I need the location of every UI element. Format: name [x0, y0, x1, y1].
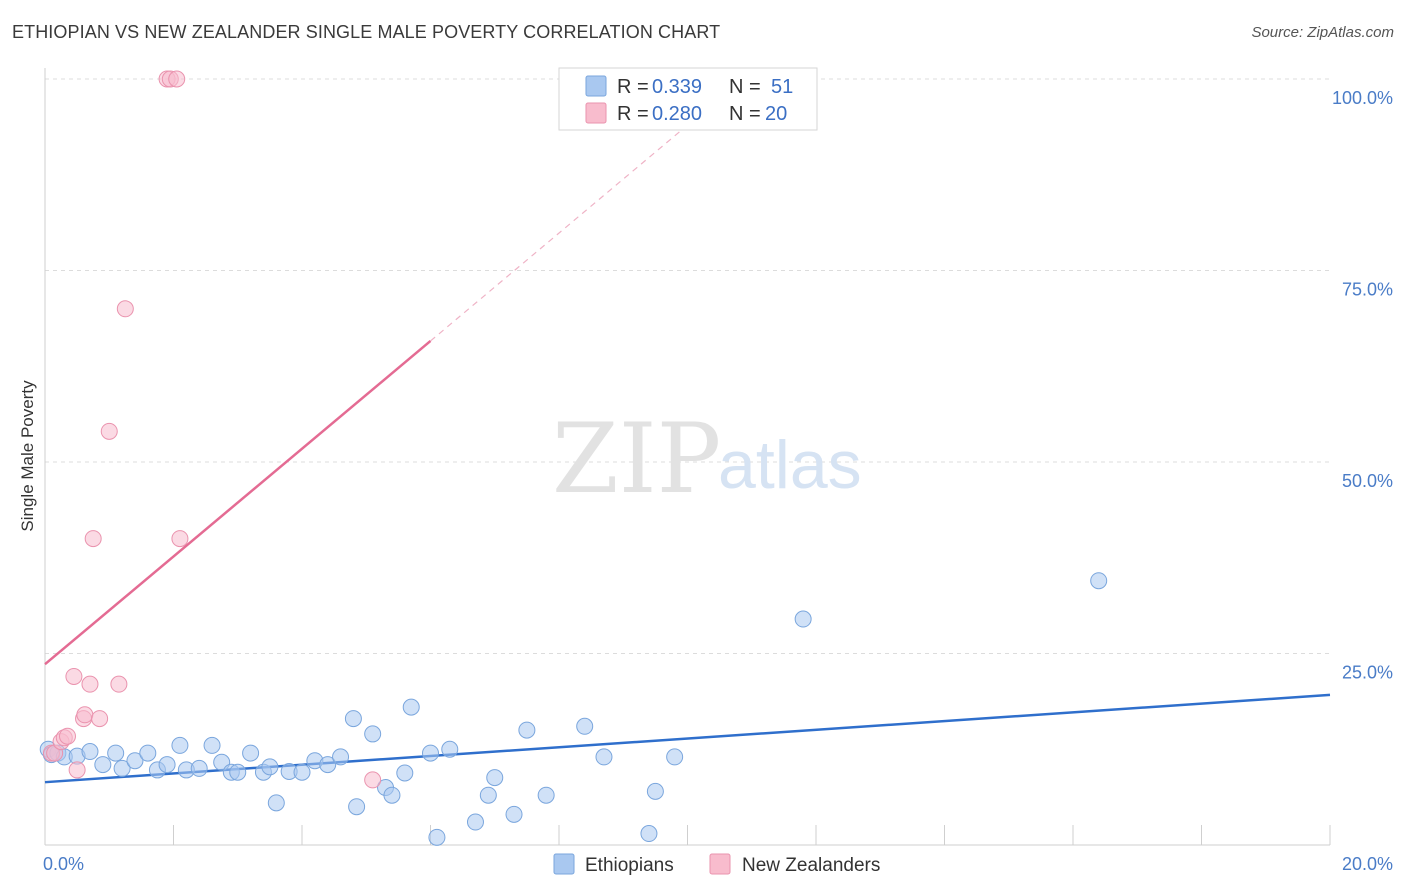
watermark-zip: ZIP: [552, 403, 721, 515]
point-ethiopians: [466, 813, 484, 831]
point-new-zealanders: [76, 706, 94, 724]
point-ethiopians: [332, 748, 350, 766]
legend-label-ethiopians: Ethiopians: [585, 855, 674, 876]
legend-swatch-new-zealanders: [585, 102, 607, 124]
point-new-zealanders: [171, 530, 189, 548]
point-ethiopians: [518, 721, 536, 739]
point-ethiopians: [293, 763, 311, 781]
legend-swatch-new-zealanders-bottom: [709, 853, 731, 875]
point-ethiopians: [646, 782, 664, 800]
legend-n-value-2: 20: [765, 103, 787, 125]
stats-legend: R = 0.339 N = 51 R = 0.280 N = 20: [558, 67, 818, 131]
point-ethiopians: [402, 698, 420, 716]
point-ethiopians: [190, 759, 208, 777]
point-ethiopians: [505, 805, 523, 823]
watermark-atlas: atlas: [718, 427, 862, 503]
point-ethiopians: [441, 740, 459, 758]
point-ethiopians: [364, 725, 382, 743]
point-ethiopians: [81, 743, 99, 761]
point-new-zealanders: [364, 771, 382, 789]
point-ethiopians: [396, 764, 414, 782]
point-new-zealanders: [84, 530, 102, 548]
watermark: ZIP atlas: [552, 403, 862, 515]
legend-n-value-1: 51: [771, 76, 793, 98]
legend-r-value-1: 0.339: [652, 76, 702, 98]
point-ethiopians: [666, 748, 684, 766]
y-tick-label: 100.0%: [1332, 88, 1393, 108]
point-ethiopians: [319, 756, 337, 774]
point-new-zealanders: [168, 70, 186, 88]
point-ethiopians: [640, 825, 658, 843]
point-ethiopians: [576, 717, 594, 735]
legend-n-label-1: N =: [729, 76, 761, 98]
legend-r-label-2: R =: [617, 103, 649, 125]
point-ethiopians: [348, 798, 366, 816]
point-ethiopians: [203, 736, 221, 754]
legend-label-new-zealanders: New Zealanders: [742, 855, 880, 876]
point-ethiopians: [94, 756, 112, 774]
grid-lines: [45, 78, 1330, 654]
point-ethiopians: [479, 786, 497, 804]
point-ethiopians: [107, 744, 125, 762]
x-tick-labels: 0.0% 20.0%: [43, 854, 1393, 874]
point-ethiopians: [171, 736, 189, 754]
axes: [44, 68, 1331, 846]
y-tick-labels: 25.0% 50.0% 75.0% 100.0%: [1332, 88, 1393, 683]
source-label: Source: ZipAtlas.com: [1251, 24, 1394, 41]
point-ethiopians: [428, 828, 446, 846]
legend-n-label-2: N =: [729, 103, 761, 125]
point-ethiopians: [113, 759, 131, 777]
point-ethiopians: [595, 748, 613, 766]
legend-swatch-ethiopians: [585, 75, 607, 97]
point-ethiopians: [261, 758, 279, 776]
point-ethiopians: [267, 794, 285, 812]
point-ethiopians: [537, 786, 555, 804]
y-tick-label: 25.0%: [1342, 663, 1393, 683]
point-ethiopians: [486, 769, 504, 787]
chart-title: ETHIOPIAN VS NEW ZEALANDER SINGLE MALE P…: [12, 22, 721, 42]
legend-r-value-2: 0.280: [652, 103, 702, 125]
point-ethiopians: [1090, 572, 1108, 590]
x-tick-label-max: 20.0%: [1342, 854, 1393, 874]
point-new-zealanders: [110, 675, 128, 693]
point-new-zealanders: [65, 667, 83, 685]
point-ethiopians: [383, 786, 401, 804]
trendline-new-zealanders-extension: [430, 97, 721, 342]
data-points: [39, 70, 1108, 846]
legend-swatch-ethiopians-bottom: [553, 853, 575, 875]
x-tick-label-min: 0.0%: [43, 854, 84, 874]
point-ethiopians: [139, 744, 157, 762]
point-ethiopians: [344, 710, 362, 728]
y-tick-label: 75.0%: [1342, 280, 1393, 300]
point-ethiopians: [794, 610, 812, 628]
point-ethiopians: [422, 744, 439, 762]
series-legend: Ethiopians New Zealanders: [553, 853, 880, 876]
point-new-zealanders: [91, 710, 109, 728]
point-ethiopians: [158, 756, 176, 774]
point-ethiopians: [242, 744, 260, 762]
point-new-zealanders: [116, 300, 134, 318]
trendline-new-zealanders: [44, 340, 432, 666]
point-ethiopians: [229, 763, 247, 781]
legend-r-label-1: R =: [617, 76, 649, 98]
point-new-zealanders: [100, 422, 118, 440]
y-tick-label: 50.0%: [1342, 471, 1393, 491]
point-ethiopians: [126, 752, 144, 770]
point-new-zealanders: [58, 727, 76, 745]
point-new-zealanders: [81, 675, 99, 693]
y-axis-label: Single Male Poverty: [18, 380, 37, 532]
point-new-zealanders: [68, 761, 86, 779]
